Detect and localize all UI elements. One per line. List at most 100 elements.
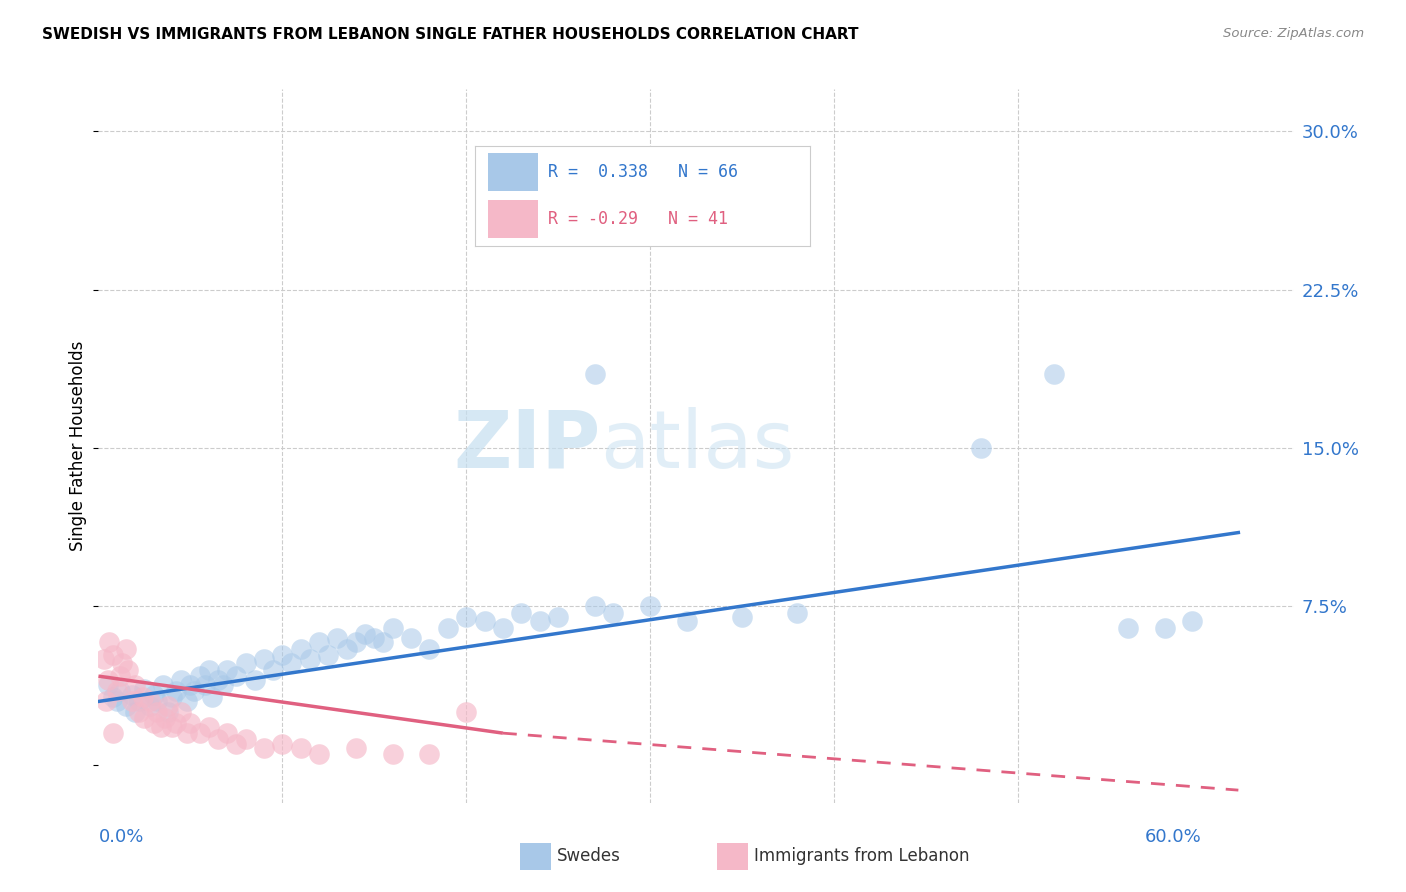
Point: [373, 635, 395, 649]
Point: [456, 705, 478, 719]
Point: [271, 737, 294, 751]
Point: [547, 610, 569, 624]
Point: [179, 677, 201, 691]
Point: [381, 621, 404, 635]
Point: [529, 614, 551, 628]
Point: [308, 747, 330, 762]
Point: [105, 694, 128, 708]
Point: [165, 684, 187, 698]
Point: [326, 631, 349, 645]
Point: [583, 599, 606, 614]
Point: [207, 732, 229, 747]
Point: [111, 657, 134, 671]
Point: [290, 740, 312, 755]
Point: [1116, 621, 1139, 635]
Point: [110, 669, 132, 683]
Point: [170, 673, 193, 688]
Point: [176, 694, 198, 708]
Point: [638, 156, 661, 170]
Point: [1153, 621, 1175, 635]
Text: Immigrants from Lebanon: Immigrants from Lebanon: [754, 847, 969, 865]
Point: [121, 688, 143, 702]
Point: [1181, 614, 1204, 628]
Point: [101, 726, 124, 740]
Point: [124, 677, 146, 691]
Point: [970, 441, 993, 455]
Point: [149, 720, 172, 734]
Point: [786, 606, 808, 620]
Point: [262, 663, 284, 677]
Point: [436, 621, 458, 635]
Point: [280, 657, 302, 671]
Point: [142, 715, 165, 730]
Point: [94, 694, 117, 708]
Point: [139, 698, 162, 713]
Point: [101, 648, 124, 662]
Point: [105, 684, 128, 698]
Point: [128, 694, 150, 708]
Point: [183, 684, 205, 698]
Point: [638, 599, 661, 614]
Point: [510, 606, 533, 620]
Point: [128, 705, 150, 719]
Point: [176, 726, 198, 740]
Point: [93, 652, 115, 666]
Point: [188, 669, 211, 683]
Point: [146, 694, 169, 708]
Point: [97, 677, 120, 691]
Point: [97, 673, 120, 688]
Point: [121, 694, 143, 708]
Point: [160, 720, 183, 734]
Point: [197, 663, 219, 677]
Point: [298, 652, 321, 666]
Point: [675, 614, 697, 628]
Point: [602, 606, 624, 620]
Point: [731, 610, 754, 624]
Point: [160, 690, 183, 705]
Point: [253, 740, 276, 755]
Point: [253, 652, 276, 666]
Point: [235, 732, 257, 747]
Text: SWEDISH VS IMMIGRANTS FROM LEBANON SINGLE FATHER HOUSEHOLDS CORRELATION CHART: SWEDISH VS IMMIGRANTS FROM LEBANON SINGL…: [42, 27, 859, 42]
Point: [134, 711, 156, 725]
Text: Source: ZipAtlas.com: Source: ZipAtlas.com: [1223, 27, 1364, 40]
Point: [344, 635, 367, 649]
Point: [316, 648, 339, 662]
Point: [201, 690, 224, 705]
Point: [344, 740, 367, 755]
Point: [418, 747, 440, 762]
Point: [131, 690, 153, 705]
Point: [212, 677, 235, 691]
Point: [170, 705, 193, 719]
Point: [197, 720, 219, 734]
Point: [157, 705, 180, 719]
Text: ZIP: ZIP: [453, 407, 600, 485]
Y-axis label: Single Father Households: Single Father Households: [69, 341, 87, 551]
Point: [194, 677, 217, 691]
Point: [217, 726, 239, 740]
Point: [146, 705, 169, 719]
Point: [381, 747, 404, 762]
Text: atlas: atlas: [600, 407, 794, 485]
Point: [336, 641, 359, 656]
Point: [157, 698, 180, 713]
Point: [98, 635, 121, 649]
Text: Swedes: Swedes: [557, 847, 620, 865]
Point: [492, 621, 515, 635]
Point: [153, 711, 176, 725]
Point: [308, 635, 330, 649]
Point: [363, 631, 385, 645]
Point: [225, 669, 247, 683]
Point: [235, 657, 257, 671]
Point: [456, 610, 478, 624]
Point: [152, 677, 174, 691]
Point: [139, 694, 162, 708]
Point: [110, 684, 132, 698]
Point: [217, 663, 239, 677]
Point: [354, 627, 377, 641]
Point: [243, 673, 266, 688]
Point: [474, 614, 496, 628]
Point: [124, 705, 146, 719]
Point: [1043, 368, 1066, 382]
Point: [583, 368, 606, 382]
